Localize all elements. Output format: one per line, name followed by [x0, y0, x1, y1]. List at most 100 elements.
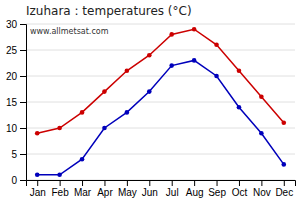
tick-mark [20, 128, 26, 129]
tick: 5 [11, 149, 26, 160]
point [192, 27, 197, 32]
point [259, 95, 264, 100]
point [259, 131, 264, 136]
point [147, 53, 152, 58]
tick-label: Dec [275, 187, 293, 198]
tick-label: Jun [142, 187, 158, 198]
tick-label: 10 [6, 123, 18, 134]
tick: 30 [6, 19, 26, 30]
plot: 0 5 10 15 20 25 30 Jan Feb Mar Apr May Jun Jul Aug Sep O… [6, 19, 296, 198]
tick-mark [217, 180, 218, 186]
tick: Jul [166, 180, 179, 198]
point [169, 32, 174, 37]
tick-mark [149, 180, 150, 186]
point [237, 69, 242, 74]
point [192, 58, 197, 63]
tick-mark [261, 180, 262, 186]
tick-label: Mar [74, 187, 92, 198]
tick: Jun [142, 180, 158, 198]
tick: 15 [6, 97, 26, 108]
tick: 25 [6, 45, 26, 56]
tick: Jan [30, 180, 46, 198]
tick-mark [37, 180, 38, 186]
series [35, 58, 286, 177]
tick-label: 25 [6, 45, 18, 56]
tick-label: Jan [30, 187, 46, 198]
tick: 20 [6, 71, 26, 82]
point [35, 173, 40, 178]
tick-label: 5 [11, 149, 17, 160]
tick-label: Sep [208, 187, 226, 198]
axis-line [20, 25, 27, 181]
x-axis: Jan Feb Mar Apr May Jun Jul Aug Sep Oct Nov Dec [27, 180, 296, 198]
tick-mark [239, 180, 240, 186]
tick: 0 [11, 175, 26, 186]
point [281, 162, 286, 167]
tick-label: Aug [186, 187, 204, 198]
point [237, 105, 242, 110]
tick: Aug [186, 180, 204, 198]
tick-label: May [118, 187, 137, 198]
tick-label: Nov [253, 187, 271, 198]
point [281, 121, 286, 126]
tick-mark [127, 180, 128, 186]
point [35, 131, 40, 136]
tick: Feb [52, 180, 70, 198]
tick-label: 15 [6, 97, 18, 108]
point [147, 89, 152, 94]
point [80, 157, 85, 162]
tick-mark [20, 180, 26, 181]
marks [35, 27, 286, 177]
y-axis: 0 5 10 15 20 25 30 [6, 19, 27, 186]
point [102, 89, 107, 94]
tick: Dec [275, 180, 293, 198]
tick-mark [104, 180, 105, 186]
title: Izuhara : temperatures (°C) [26, 4, 192, 18]
tick: Nov [253, 180, 271, 198]
tick-mark [20, 24, 26, 25]
tick-mark [284, 180, 285, 186]
tick: May [118, 180, 137, 198]
grid-line [26, 102, 295, 103]
chart: 0 5 10 15 20 25 30 Jan Feb Mar Apr May Jun Jul Aug Sep O… [0, 0, 305, 200]
line [37, 60, 284, 174]
grid [26, 24, 295, 180]
tick-label: 30 [6, 19, 18, 30]
grid-line [26, 50, 295, 51]
grid-line [26, 128, 295, 129]
tick: Sep [208, 180, 226, 198]
tick: 10 [6, 123, 26, 134]
tick-label: Oct [232, 187, 248, 198]
axis-line [27, 181, 296, 187]
tick-label: Feb [52, 187, 70, 198]
tick-mark [60, 180, 61, 186]
tick: Mar [74, 180, 92, 198]
point [57, 126, 62, 131]
point [125, 69, 130, 74]
point [169, 63, 174, 68]
tick-mark [20, 76, 26, 77]
point [214, 74, 219, 79]
tick: Apr [97, 180, 113, 198]
tick-label: Jul [166, 187, 179, 198]
tick-label: Apr [97, 187, 113, 198]
tick-mark [20, 102, 26, 103]
point [102, 126, 107, 131]
tick: Oct [232, 180, 248, 198]
line [37, 29, 284, 133]
point [125, 110, 130, 115]
tick-mark [20, 50, 26, 51]
grid-line [26, 76, 295, 77]
tick-mark [172, 180, 173, 186]
annotation: www.allmetsat.com [30, 27, 109, 36]
tick-mark [20, 154, 26, 155]
tick-label: 20 [6, 71, 18, 82]
tick-mark [82, 180, 83, 186]
point [57, 173, 62, 178]
chart-container: 0 5 10 15 20 25 30 Jan Feb Mar Apr May Jun Jul Aug Sep O… [0, 0, 305, 200]
point [214, 43, 219, 48]
tick-label: 0 [11, 175, 17, 186]
grid-line [26, 24, 295, 25]
point [80, 110, 85, 115]
tick-mark [194, 180, 195, 186]
